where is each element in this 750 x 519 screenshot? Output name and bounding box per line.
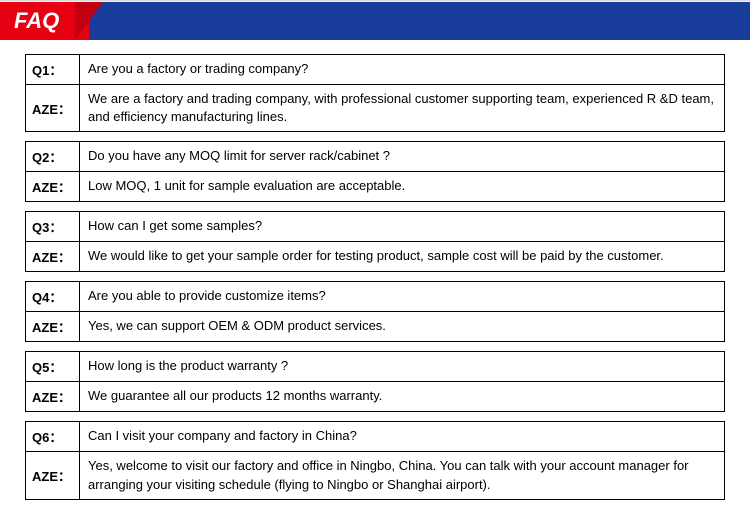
a-text: We would like to get your sample order f… bbox=[80, 242, 724, 271]
faq-block: Q6： Can I visit your company and factory… bbox=[25, 421, 725, 499]
faq-question-row: Q1： Are you a factory or trading company… bbox=[26, 55, 724, 85]
faq-block: Q4： Are you able to provide customize it… bbox=[25, 281, 725, 342]
a-label: AZE： bbox=[26, 242, 80, 271]
faq-answer-row: AZE： Low MOQ, 1 unit for sample evaluati… bbox=[26, 172, 724, 201]
q-label: Q3： bbox=[26, 212, 80, 241]
faq-content: Q1： Are you a factory or trading company… bbox=[0, 54, 750, 519]
a-label: AZE： bbox=[26, 382, 80, 411]
faq-answer-row: AZE： We are a factory and trading compan… bbox=[26, 85, 724, 131]
q-label: Q6： bbox=[26, 422, 80, 451]
q-label: Q2： bbox=[26, 142, 80, 171]
a-text: We are a factory and trading company, wi… bbox=[80, 85, 724, 131]
header-bar: FAQ bbox=[0, 2, 750, 40]
faq-question-row: Q5： How long is the product warranty ? bbox=[26, 352, 724, 382]
faq-question-row: Q2： Do you have any MOQ limit for server… bbox=[26, 142, 724, 172]
q-text: Are you a factory or trading company? bbox=[80, 55, 724, 84]
faq-answer-row: AZE： Yes, we can support OEM & ODM produ… bbox=[26, 312, 724, 341]
faq-answer-row: AZE： We would like to get your sample or… bbox=[26, 242, 724, 271]
q-text: How long is the product warranty ? bbox=[80, 352, 724, 381]
header-blue-bar bbox=[89, 2, 750, 40]
q-label: Q1： bbox=[26, 55, 80, 84]
faq-block: Q3： How can I get some samples? AZE： We … bbox=[25, 211, 725, 272]
a-text: Low MOQ, 1 unit for sample evaluation ar… bbox=[80, 172, 724, 201]
faq-answer-row: AZE： Yes, welcome to visit our factory a… bbox=[26, 452, 724, 498]
faq-block: Q1： Are you a factory or trading company… bbox=[25, 54, 725, 132]
q-label: Q5： bbox=[26, 352, 80, 381]
a-label: AZE： bbox=[26, 312, 80, 341]
a-text: Yes, welcome to visit our factory and of… bbox=[80, 452, 724, 498]
header-triangle bbox=[75, 2, 103, 40]
a-text: We guarantee all our products 12 months … bbox=[80, 382, 724, 411]
q-label: Q4： bbox=[26, 282, 80, 311]
a-label: AZE： bbox=[26, 85, 80, 131]
faq-question-row: Q3： How can I get some samples? bbox=[26, 212, 724, 242]
a-text: Yes, we can support OEM & ODM product se… bbox=[80, 312, 724, 341]
q-text: Do you have any MOQ limit for server rac… bbox=[80, 142, 724, 171]
a-label: AZE： bbox=[26, 172, 80, 201]
faq-question-row: Q4： Are you able to provide customize it… bbox=[26, 282, 724, 312]
faq-block: Q2： Do you have any MOQ limit for server… bbox=[25, 141, 725, 202]
q-text: Can I visit your company and factory in … bbox=[80, 422, 724, 451]
faq-answer-row: AZE： We guarantee all our products 12 mo… bbox=[26, 382, 724, 411]
faq-question-row: Q6： Can I visit your company and factory… bbox=[26, 422, 724, 452]
a-label: AZE： bbox=[26, 452, 80, 498]
q-text: Are you able to provide customize items? bbox=[80, 282, 724, 311]
q-text: How can I get some samples? bbox=[80, 212, 724, 241]
faq-block: Q5： How long is the product warranty ? A… bbox=[25, 351, 725, 412]
